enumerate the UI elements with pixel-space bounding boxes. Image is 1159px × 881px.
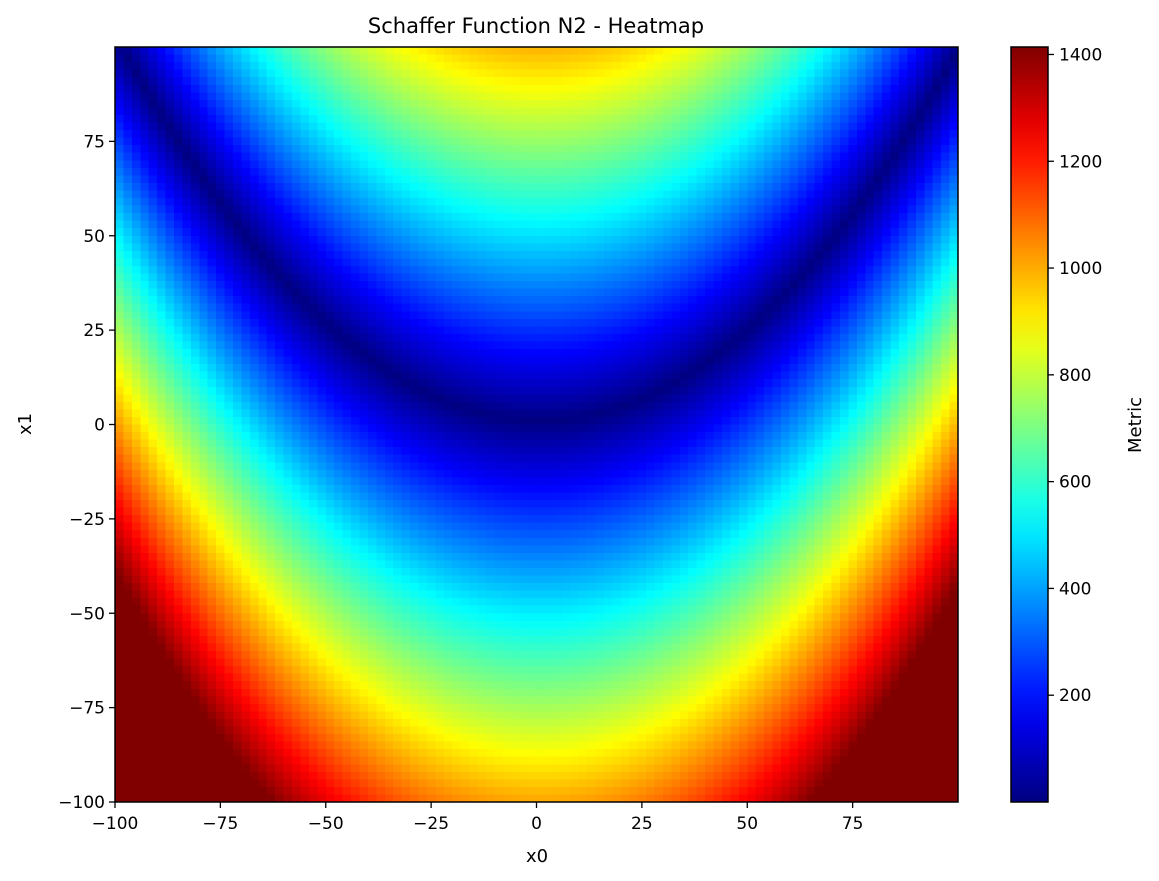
colorbar-axis: 200 400 600 800 1000 1200 1400 xyxy=(1048,45,1102,706)
x-axis-label: x0 xyxy=(526,846,548,867)
y-tick-label: 50 xyxy=(83,227,105,247)
colorbar-tick-label: 400 xyxy=(1059,579,1091,599)
colorbar-tick-label: 200 xyxy=(1059,686,1091,706)
colorbar-tick-label: 800 xyxy=(1059,366,1091,386)
y-tick-label: −25 xyxy=(69,510,105,530)
colorbar-tick-label: 1400 xyxy=(1059,45,1102,65)
heatmap xyxy=(115,47,958,802)
y-tick-label: −50 xyxy=(69,604,105,624)
x-tick-label: −100 xyxy=(92,814,139,834)
x-tick-label: 50 xyxy=(736,814,758,834)
colorbar-tick-label: 1000 xyxy=(1059,259,1102,279)
colorbar-tick-label: 600 xyxy=(1059,473,1091,493)
y-tick-label: 25 xyxy=(83,321,105,341)
colorbar-frame xyxy=(1010,46,1049,803)
y-axis-label: x1 xyxy=(15,413,36,435)
y-tick-label: −75 xyxy=(69,699,105,719)
x-axis: −100 −75 −50 −25 0 25 50 75 xyxy=(92,802,864,834)
chart-title: Schaffer Function N2 - Heatmap xyxy=(368,14,704,38)
x-tick-label: 75 xyxy=(842,814,864,834)
x-tick-label: 0 xyxy=(531,814,542,834)
x-tick-label: −25 xyxy=(413,814,449,834)
colorbar xyxy=(1011,47,1048,802)
x-tick-label: −75 xyxy=(202,814,238,834)
x-tick-label: 25 xyxy=(631,814,653,834)
y-axis: −100 −75 −50 −25 0 25 50 75 xyxy=(58,132,115,813)
colorbar-label: Metric xyxy=(1125,397,1146,453)
x-tick-label: −50 xyxy=(308,814,344,834)
heatmap-image xyxy=(115,47,958,802)
y-tick-label: 0 xyxy=(94,416,105,436)
y-tick-label: 75 xyxy=(83,132,105,152)
colorbar-tick-label: 1200 xyxy=(1059,152,1102,172)
y-tick-label: −100 xyxy=(58,793,105,813)
colorbar-gradient xyxy=(1011,47,1048,802)
